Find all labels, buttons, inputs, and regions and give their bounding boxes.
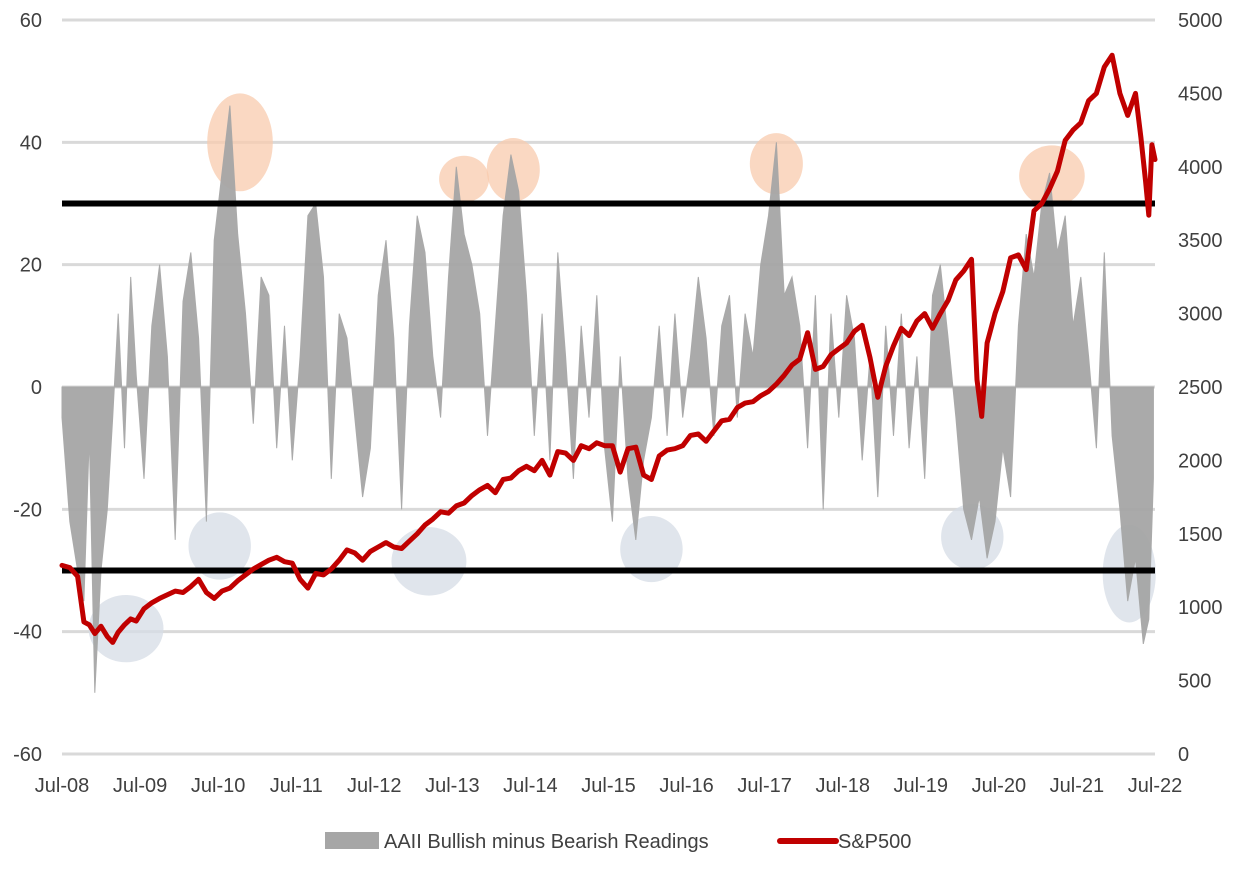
x-axis-tick-label: Jul-10 <box>191 775 245 797</box>
right-axis-tick-label: 500 <box>1178 671 1211 693</box>
bullish-highlight <box>439 155 490 203</box>
right-axis-tick-label: 1500 <box>1178 524 1223 546</box>
bearish-highlight <box>391 527 467 596</box>
spread-area-series <box>61 105 1154 693</box>
right-axis-tick-label: 4500 <box>1178 83 1223 105</box>
x-axis-tick-label: Jul-18 <box>815 775 869 797</box>
legend: AAII Bullish minus Bearish Readings S&P5… <box>325 831 911 853</box>
bearish-highlight <box>188 512 251 580</box>
x-axis-tick-label: Jul-09 <box>113 775 167 797</box>
left-axis-tick-label: 20 <box>20 255 42 277</box>
sp500-line-series <box>59 52 1158 645</box>
threshold-lines <box>62 200 1155 574</box>
x-axis-tick-label: Jul-11 <box>270 775 323 797</box>
right-axis-tick-label: 2500 <box>1178 377 1223 399</box>
legend-label-sp500: S&P500 <box>838 831 911 853</box>
x-axis-tick-label: Jul-15 <box>581 775 635 797</box>
x-axis-tick-label: Jul-21 <box>1050 775 1104 797</box>
x-axis-tick-label: Jul-22 <box>1128 775 1182 797</box>
left-axis-tick-labels: 60 40 20 0 -20 -40 -60 <box>13 10 42 766</box>
left-axis-tick-label: 40 <box>20 132 42 154</box>
sp500-line <box>59 52 1158 645</box>
left-axis-tick-label: 60 <box>20 10 42 32</box>
left-axis-tick-label: 0 <box>31 377 42 399</box>
x-axis-tick-label: Jul-16 <box>659 775 713 797</box>
right-axis-tick-label: 1000 <box>1178 597 1223 619</box>
right-axis-tick-label: 5000 <box>1178 10 1223 32</box>
x-axis-tick-label: Jul-08 <box>35 775 89 797</box>
bullish-highlight <box>207 93 273 192</box>
x-axis-tick-label: Jul-19 <box>894 775 948 797</box>
right-axis-tick-label: 3000 <box>1178 304 1223 326</box>
right-axis-tick-label: 0 <box>1178 744 1189 766</box>
right-axis-tick-label: 4000 <box>1178 157 1223 179</box>
legend-label-spread: AAII Bullish minus Bearish Readings <box>384 831 709 853</box>
left-axis-tick-label: -40 <box>13 622 42 644</box>
x-axis-tick-label: Jul-20 <box>972 775 1026 797</box>
x-axis-tick-label: Jul-14 <box>503 775 557 797</box>
x-axis-tick-label: Jul-13 <box>425 775 479 797</box>
spread-area <box>61 105 1154 693</box>
right-axis-tick-label: 2000 <box>1178 450 1223 472</box>
left-axis-tick-label: -60 <box>13 744 42 766</box>
bullish-highlight <box>1019 145 1085 207</box>
legend-swatch-spread <box>325 832 379 849</box>
right-axis-tick-label: 3500 <box>1178 230 1223 252</box>
x-axis-tick-label: Jul-17 <box>737 775 791 797</box>
x-axis-tick-labels: Jul-08 Jul-09 Jul-10 Jul-11 Jul-12 Jul-13 Jul-… <box>35 775 1182 797</box>
x-axis-tick-label: Jul-12 <box>347 775 401 797</box>
left-axis-tick-label: -20 <box>13 499 42 521</box>
